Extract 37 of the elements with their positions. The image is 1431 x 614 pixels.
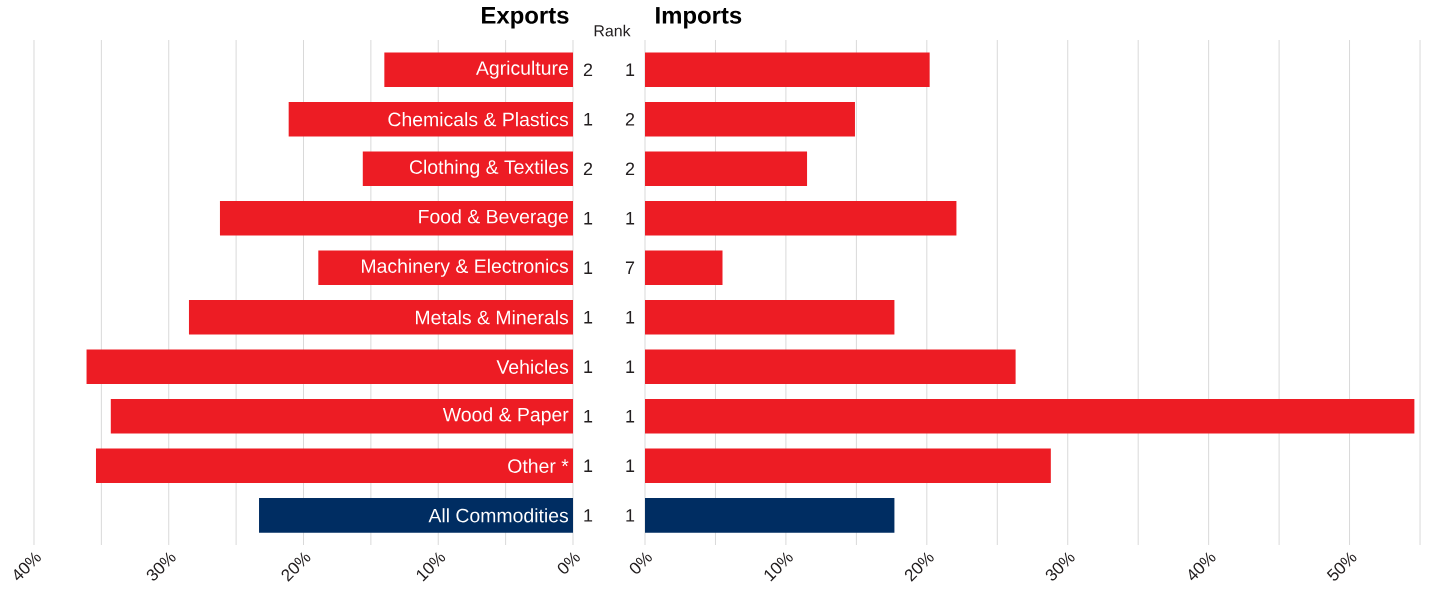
- y-tick-label: Food & Beverage: [419, 209, 568, 228]
- y-tick-label: All Commodities: [428, 508, 569, 523]
- chart-title: Imports: [656, 7, 742, 29]
- text: 1: [584, 360, 593, 373]
- y-tick-label: Agriculture: [475, 60, 568, 79]
- x-tick-label: 40%: [1188, 552, 1216, 581]
- chart-title: Exports: [482, 7, 569, 29]
- text: 7: [625, 261, 635, 274]
- text: 1: [626, 360, 635, 373]
- text: 1: [584, 212, 593, 225]
- text: 1: [626, 509, 635, 522]
- text: 1: [584, 509, 593, 522]
- text: Rank: [594, 24, 631, 37]
- y-tick-label: Other *: [508, 458, 569, 473]
- text: 2: [625, 112, 635, 126]
- text: 1: [626, 410, 635, 423]
- y-tick-label: Metals & Minerals: [416, 310, 569, 325]
- text: 2: [583, 162, 593, 175]
- text: 2: [625, 162, 635, 175]
- text: 1: [584, 410, 593, 423]
- text: 1: [626, 311, 635, 324]
- y-tick-label: Clothing & Textiles: [409, 159, 569, 178]
- text: 1: [584, 459, 593, 472]
- text: 1: [584, 261, 593, 274]
- y-tick-label: Wood & Paper: [442, 407, 569, 426]
- x-tick-label: 0%: [557, 552, 580, 574]
- y-tick-label: Chemicals & Plastics: [388, 112, 569, 127]
- y-tick-label: Vehicles: [496, 359, 569, 374]
- text: 1: [626, 212, 635, 225]
- text: 1: [584, 113, 593, 126]
- text: 1: [626, 63, 635, 76]
- x-tick-label: 0%: [629, 552, 652, 574]
- text: 1: [584, 311, 593, 324]
- text: 1: [626, 459, 635, 472]
- x-tick-label: 40%: [14, 552, 41, 581]
- text: 2: [583, 63, 593, 76]
- y-tick-label: Machinery & Electronics: [362, 258, 569, 277]
